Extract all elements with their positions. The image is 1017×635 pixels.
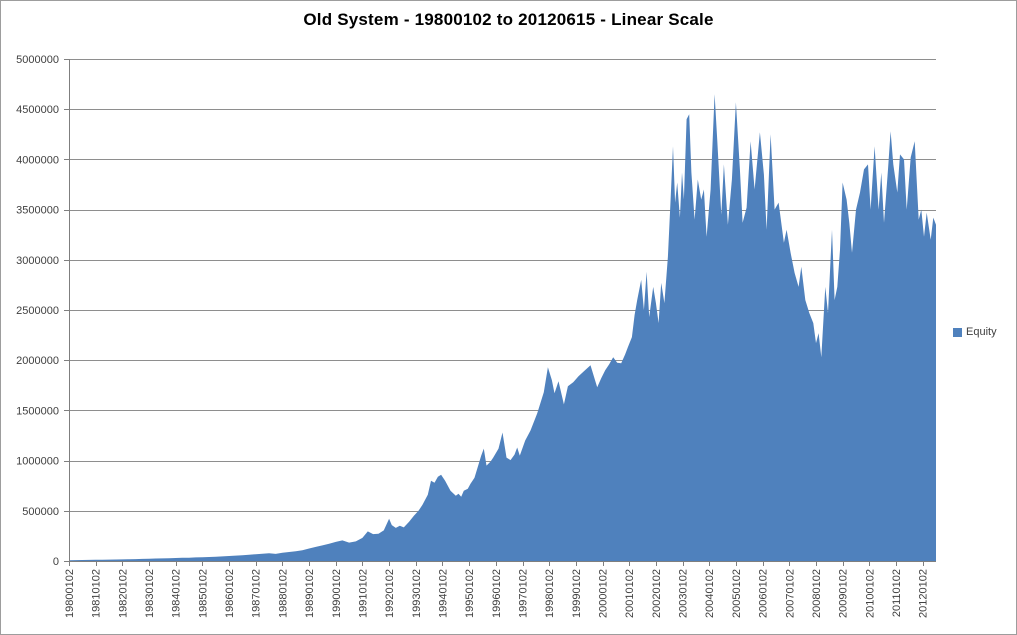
svg-text:19970102: 19970102 [518,569,530,618]
svg-text:20000102: 20000102 [598,569,610,618]
svg-text:1000000: 1000000 [16,456,59,468]
svg-text:19880102: 19880102 [277,569,289,618]
svg-text:19890102: 19890102 [304,569,316,618]
chart-title: Old System - 19800102 to 20120615 - Line… [303,10,714,29]
svg-text:19990102: 19990102 [571,569,583,618]
svg-text:3500000: 3500000 [16,205,59,217]
legend-swatch-equity [953,328,962,337]
svg-text:1500000: 1500000 [16,405,59,417]
svg-text:19830102: 19830102 [144,569,156,618]
svg-text:3000000: 3000000 [16,255,59,267]
svg-text:20070102: 20070102 [784,569,796,618]
svg-text:19930102: 19930102 [411,569,423,618]
svg-text:20040102: 20040102 [704,569,716,618]
svg-text:19900102: 19900102 [331,569,343,618]
svg-text:20100102: 20100102 [864,569,876,618]
svg-text:19810102: 19810102 [91,569,103,618]
svg-text:19870102: 19870102 [251,569,263,618]
svg-text:19960102: 19960102 [491,569,503,618]
svg-text:20120102: 20120102 [918,569,930,618]
svg-text:500000: 500000 [22,506,59,518]
svg-text:20090102: 20090102 [838,569,850,618]
svg-text:20110102: 20110102 [891,569,903,617]
legend-label-equity: Equity [966,326,997,338]
svg-text:20020102: 20020102 [651,569,663,618]
svg-text:19850102: 19850102 [197,569,209,618]
svg-text:19950102: 19950102 [464,569,476,618]
svg-text:2500000: 2500000 [16,305,59,317]
svg-text:20080102: 20080102 [811,569,823,618]
legend: Equity [953,327,997,338]
svg-text:4000000: 4000000 [16,154,59,166]
svg-text:5000000: 5000000 [16,54,59,66]
svg-text:19820102: 19820102 [117,569,129,618]
svg-text:19980102: 19980102 [544,569,556,618]
svg-text:19940102: 19940102 [437,569,449,618]
svg-text:20060102: 20060102 [758,569,770,618]
svg-text:20010102: 20010102 [624,569,636,618]
svg-text:0: 0 [53,556,59,568]
svg-text:19860102: 19860102 [224,569,236,618]
svg-text:20050102: 20050102 [731,569,743,618]
svg-text:19800102: 19800102 [64,569,76,618]
svg-text:2000000: 2000000 [16,355,59,367]
svg-text:19920102: 19920102 [384,569,396,618]
svg-text:19840102: 19840102 [171,569,183,618]
svg-text:4500000: 4500000 [16,104,59,116]
svg-text:20030102: 20030102 [678,569,690,618]
svg-text:19910102: 19910102 [357,569,369,618]
